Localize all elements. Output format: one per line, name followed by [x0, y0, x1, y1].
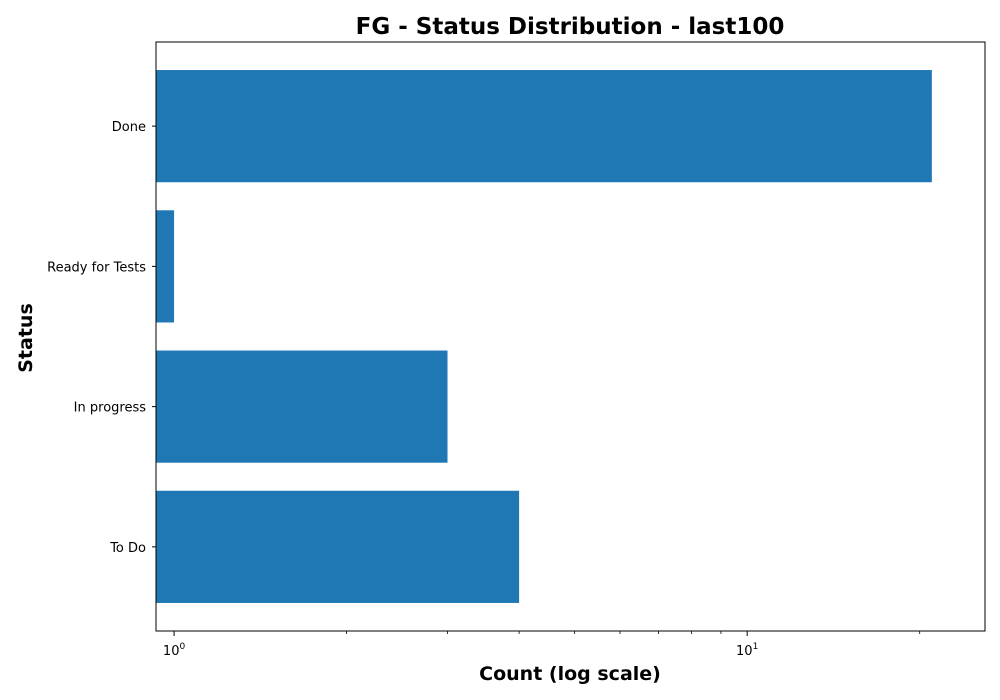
- y-tick-label: To Do: [109, 541, 146, 556]
- y-tick-label: Done: [112, 120, 146, 135]
- x-axis-label: Count (log scale): [479, 663, 661, 685]
- y-tick-label: In progress: [74, 401, 147, 416]
- x-tick-label: 100: [163, 642, 186, 659]
- chart-title: FG - Status Distribution - last100: [356, 14, 785, 40]
- bars-layer: [156, 70, 932, 603]
- y-axis-label: Status: [15, 303, 37, 373]
- y-tick-label: Ready for Tests: [47, 260, 146, 275]
- major-ticks-layer: 100 101: [163, 631, 758, 659]
- plot-area-frame: [155, 41, 986, 632]
- y-ticks-layer: Done Ready for Tests In progress To Do: [47, 120, 156, 556]
- bar-to-do: [156, 490, 520, 603]
- bar-in-progress: [156, 350, 448, 463]
- bar-ready-for-tests: [156, 210, 175, 323]
- bar-done: [156, 70, 932, 183]
- x-tick-label: 101: [736, 642, 758, 659]
